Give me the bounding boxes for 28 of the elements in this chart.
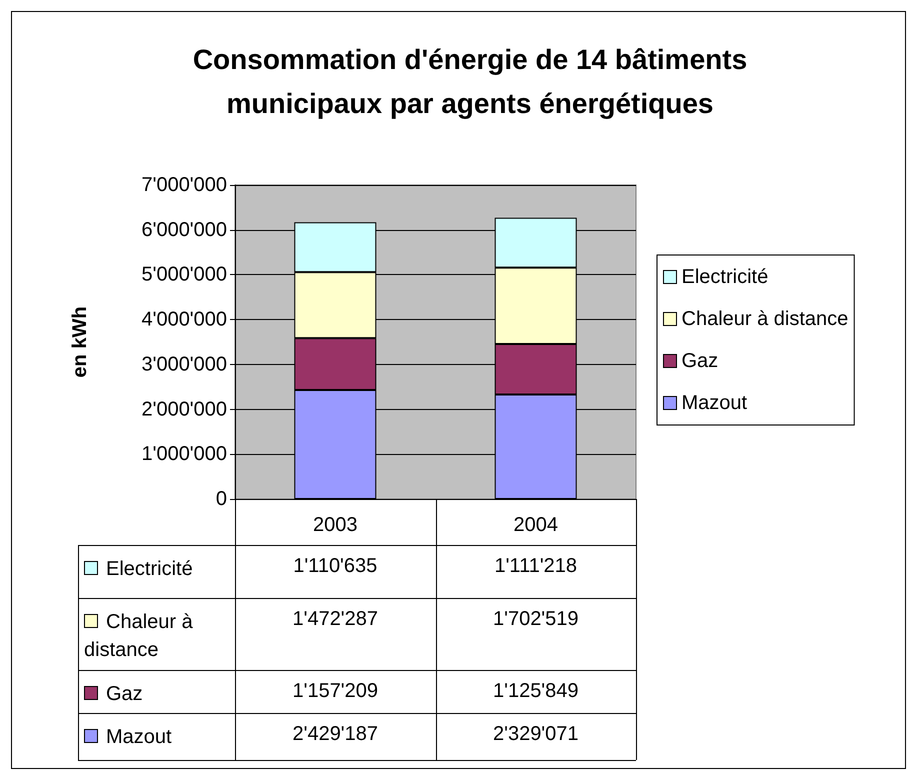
y-tick-label: 0 [216,488,227,510]
y-tick-label: 5'000'000 [142,264,227,286]
y-tick-label: 6'000'000 [142,218,227,241]
chart-title: Consommation d'énergie de 14 bâtiments municipaux par agents énergétiques [192,43,748,121]
data-label: 1'125'849 [492,680,580,703]
legend-label: Electricité [682,266,768,288]
data-label: 1'157'209 [292,680,379,703]
text: Gaz [106,683,143,705]
x-tick-label: 2003 [313,514,358,536]
data-label: 1'110'635 [292,555,378,578]
data-label: 1'702'519 [492,608,580,631]
data-label: 1'472'287 [292,608,379,631]
y-axis-title: en kWh [69,306,91,378]
data-label: 2'329'071 [492,723,580,746]
y-tick-label: 7'000'000 [142,174,227,196]
data-label: 1'111'218 [493,555,578,578]
x-tick-label: 2004 [514,514,558,536]
text: Chaleur à distance [84,611,193,661]
data-label: 2'429'187 [292,723,379,746]
legend-label: Chaleur à distance [682,308,848,330]
y-tick-label: 1'000'000 [142,443,227,466]
text: Mazout [106,726,172,748]
legend-label: Mazout [682,392,748,414]
y-tick-label: 4'000'000 [142,308,227,331]
legend-label: Gaz [682,350,718,372]
y-tick-label: 2'000'000 [142,398,227,420]
text: Electricité [106,558,193,580]
y-tick-label: 3'000'000 [142,353,227,376]
